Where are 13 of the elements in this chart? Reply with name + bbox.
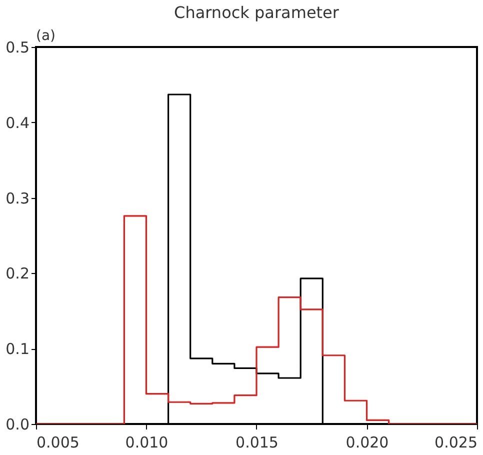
y-tick-label: 0.2: [6, 264, 30, 283]
x-tick-label: 0.015: [236, 434, 278, 452]
y-tick-label: 0.4: [6, 114, 30, 132]
text: (a): [36, 28, 56, 44]
y-tick-label: 0.0: [6, 416, 30, 434]
x-tick-label: 0.025: [434, 434, 478, 452]
y-tick-label: 0.1: [6, 340, 30, 358]
y-tick-label: 0.3: [6, 189, 30, 208]
x-tick-label: 0.020: [346, 434, 389, 452]
x-tick-label: 0.010: [125, 434, 168, 452]
y-tick-label: 0.5: [6, 38, 30, 56]
x-tick-label: 0.005: [36, 434, 80, 452]
chart-title: Charnock parameter: [174, 3, 340, 22]
